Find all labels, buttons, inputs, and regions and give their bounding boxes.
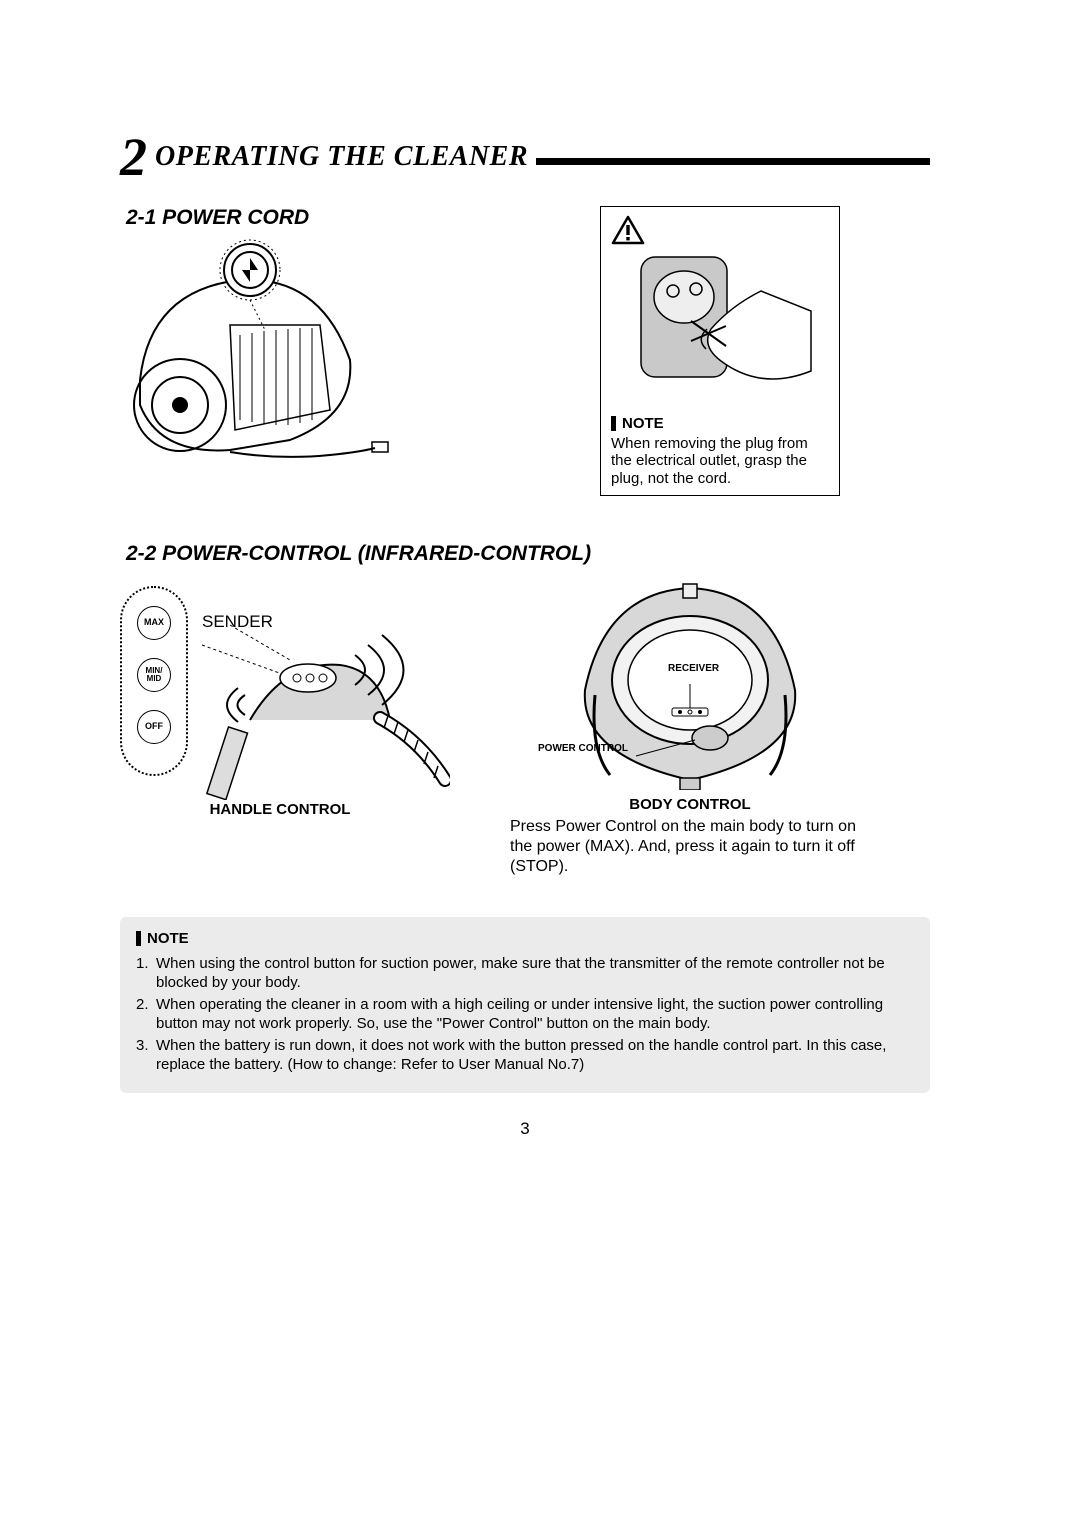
note-item: 3. When the battery is run down, it does… [136,1036,914,1075]
warning-note-box: NOTE When removing the plug from the ele… [600,206,840,496]
body-control-label: BODY CONTROL [510,796,870,813]
note-text: When removing the plug from the electric… [611,435,829,487]
section-power-control: MAX MIN/ MID OFF SENDER [120,580,930,877]
power-control-label: POWER CONTROL [538,743,628,754]
note-item: 2. When operating the cleaner in a room … [136,995,914,1034]
note-number: 3. [136,1036,156,1075]
section-power-cord: 2-1 POWER CORD [120,206,930,496]
chapter-title: OPERATING THE CLEANER [155,141,528,173]
note-label: NOTE [611,416,829,431]
notes-block: NOTE 1. When using the control button fo… [120,917,930,1093]
remote-oval: MAX MIN/ MID OFF [120,586,188,776]
warning-icon [611,215,645,245]
remote-button-min: MIN/ MID [137,658,171,692]
power-cord-column: 2-1 POWER CORD [120,206,540,496]
heading-bar [536,158,930,165]
chapter-number: 2 [120,130,147,184]
note-item: 1. When using the control button for suc… [136,954,914,993]
receiver-label: RECEIVER [668,663,719,674]
notes-heading: NOTE [136,931,914,946]
vacuum-body-svg [540,580,840,790]
manual-page: 2 OPERATING THE CLEANER 2-1 POWER CORD [120,130,930,1139]
remote-button-off: OFF [137,710,171,744]
note-text: When the battery is run down, it does no… [156,1036,914,1075]
note-text: When operating the cleaner in a room wit… [156,995,914,1034]
body-control-column: RECEIVER POWER CONTROL BODY CONTROL Pres… [510,580,870,877]
handle-control-column: MAX MIN/ MID OFF SENDER [120,580,440,877]
note-number: 1. [136,954,156,993]
chapter-heading: 2 OPERATING THE CLEANER [120,130,930,184]
warning-note-column: NOTE When removing the plug from the ele… [600,206,840,496]
handle-control-label: HANDLE CONTROL [120,801,440,818]
handle-illustration: MAX MIN/ MID OFF SENDER [120,580,440,795]
plug-removal-illustration [611,251,821,411]
body-control-text: Press Power Control on the main body to … [510,817,870,877]
note-number: 2. [136,995,156,1034]
remote-button-max: MAX [137,606,171,640]
page-number: 3 [120,1119,930,1139]
section-1-heading: 2-1 POWER CORD [126,206,540,230]
note-text: When using the control button for suctio… [156,954,914,993]
vacuum-cord-illustration [120,230,400,460]
section-2-heading: 2-2 POWER-CONTROL (INFRARED-CONTROL) [126,542,930,566]
handle-sender-svg [190,600,450,800]
body-illustration: RECEIVER POWER CONTROL [510,580,870,790]
